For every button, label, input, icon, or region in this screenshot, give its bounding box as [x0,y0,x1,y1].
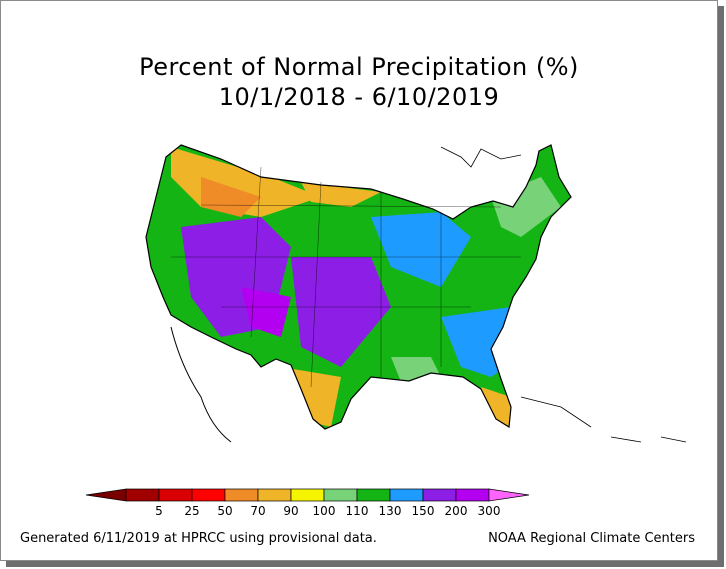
legend-swatch [422,488,457,502]
legend-tick-label: 25 [184,504,199,518]
legend-tick-label: 300 [478,504,501,518]
legend-tick-label: 200 [445,504,468,518]
legend-tick-label: 70 [250,504,265,518]
legend-swatch [158,488,193,502]
legend-swatch [356,488,391,502]
legend-swatch [389,488,424,502]
map-title: Percent of Normal Precipitation (%) [139,53,579,81]
canada-coastline [440,146,522,168]
legend-swatch [290,488,325,502]
legend-swatch [323,488,358,502]
legend-tick-label: 50 [217,504,232,518]
caribbean-islands [520,396,687,443]
us-precipitation-map [145,144,687,443]
legend-swatch [455,488,490,502]
map-date-range: 10/1/2018 - 6/10/2019 [218,83,500,111]
precip-north-plains-dry [301,182,381,207]
legend-tick-label: 90 [283,504,298,518]
legend-tick-label: 130 [379,504,402,518]
us-outline [145,144,572,430]
precip-northwest-deficit [201,177,261,217]
footer-generated-note: Generated 6/11/2019 at HPRCC using provi… [20,531,377,546]
legend-swatch [257,488,292,502]
legend-low-arrow [85,488,127,502]
precip-legend: 5 25 50 70 90 100 110 130 150 200 300 [1,485,717,525]
legend-high-arrow [488,488,530,502]
precip-south-texas-dry [281,367,341,427]
legend-swatch [191,488,226,502]
map-frame: Percent of Normal Precipitation (%) 10/1… [0,0,718,561]
legend-tick-label: 100 [313,504,336,518]
legend-colorbar: 5 25 50 70 90 100 110 130 150 200 300 [85,488,530,518]
precip-midwest-wet [371,212,471,287]
precip-field [146,145,571,429]
state-borders [171,166,521,388]
footer-source: NOAA Regional Climate Centers [488,531,695,546]
mexico-coastline [170,326,232,443]
legend-tick-label: 150 [412,504,435,518]
legend-swatch [125,488,160,502]
legend-swatch [224,488,259,502]
legend-tick-label: 110 [346,504,369,518]
legend-tick-label: 5 [155,504,163,518]
